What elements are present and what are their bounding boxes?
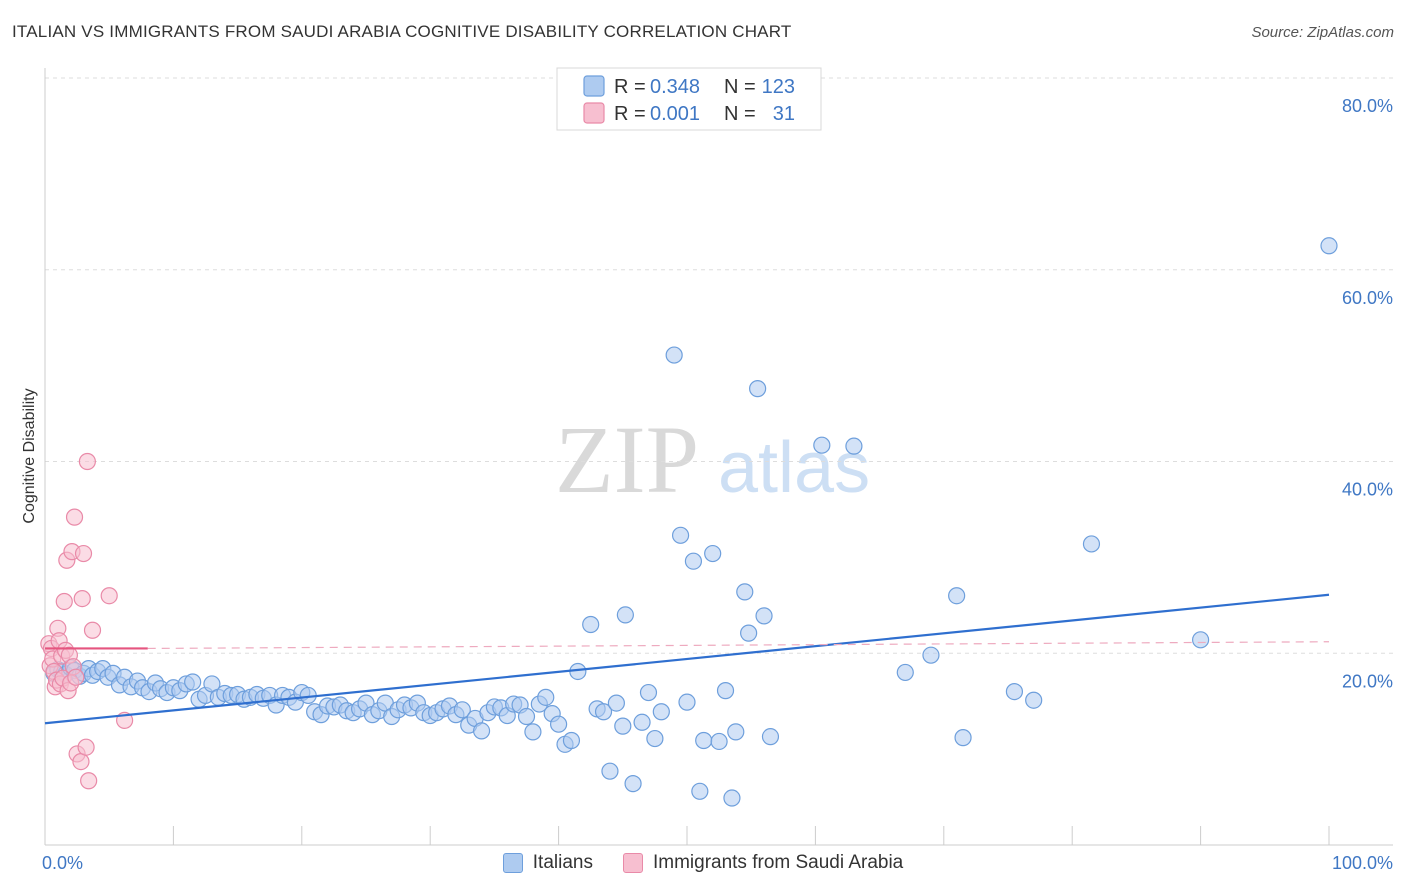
italians-point bbox=[614, 717, 632, 735]
legend-item-saudi[interactable]: Immigrants from Saudi Arabia bbox=[622, 852, 904, 874]
y-tick-label-20: 20.0% bbox=[1342, 671, 1393, 691]
x-tick-label-max: 100.0% bbox=[1332, 853, 1393, 873]
italians-point bbox=[716, 682, 735, 700]
italians-point bbox=[736, 583, 754, 601]
italians-point bbox=[652, 703, 670, 721]
italians-point bbox=[922, 646, 940, 664]
italians-point bbox=[517, 707, 536, 726]
watermark-zip: ZIP bbox=[555, 406, 699, 513]
y-tick-labels: 20.0% 40.0% 60.0% 80.0% bbox=[1342, 96, 1393, 691]
saudi-point bbox=[55, 592, 73, 611]
italians-points bbox=[45, 237, 1338, 807]
legend-label-italians: Italians bbox=[532, 852, 593, 873]
gridlines bbox=[45, 77, 1393, 654]
series-legend: Italians Immigrants from Saudi Arabia bbox=[0, 852, 1406, 874]
italians-point bbox=[646, 729, 664, 748]
saudi-points bbox=[40, 452, 134, 790]
y-tick-label-80: 80.0% bbox=[1342, 96, 1393, 116]
italians-point bbox=[601, 762, 619, 780]
italians-point bbox=[549, 715, 568, 733]
italians-point bbox=[184, 673, 202, 691]
legend-r-label-italians: R = bbox=[614, 76, 646, 98]
saudi-point bbox=[73, 590, 91, 608]
legend-n-value-saudi: 31 bbox=[773, 103, 795, 125]
saudi-point bbox=[72, 752, 90, 771]
italians-point bbox=[695, 731, 713, 750]
italians-point bbox=[594, 703, 613, 721]
italians-point bbox=[704, 544, 722, 563]
italians-point bbox=[710, 732, 728, 751]
italians-point bbox=[684, 552, 703, 570]
italians-point bbox=[453, 701, 471, 719]
italians-point bbox=[671, 526, 690, 544]
legend-r-label-saudi: R = bbox=[614, 103, 646, 125]
italians-point bbox=[755, 607, 773, 625]
italians-trend-line bbox=[44, 593, 1330, 725]
italians-point bbox=[740, 624, 758, 642]
saudi-trend-dashed bbox=[147, 641, 1330, 650]
saudi-point bbox=[83, 621, 102, 639]
legend-swatch-italians-bottom bbox=[502, 853, 523, 873]
legend-r-value-italians: 0.348 bbox=[650, 76, 700, 98]
italians-point bbox=[948, 587, 966, 605]
italians-point bbox=[723, 789, 741, 807]
italians-point bbox=[537, 688, 555, 706]
italians-point bbox=[896, 663, 914, 682]
x-ticks bbox=[172, 826, 1330, 845]
saudi-point bbox=[78, 452, 96, 471]
saudi-point bbox=[74, 544, 93, 563]
italians-point bbox=[624, 775, 642, 793]
saudi-point bbox=[100, 587, 118, 605]
stats-legend: R = 0.348 N = 123 R = 0.001 N = 31 bbox=[556, 67, 822, 131]
saudi-point bbox=[65, 508, 84, 526]
italians-point bbox=[1320, 237, 1338, 255]
italians-point bbox=[616, 606, 634, 624]
italians-point bbox=[749, 380, 767, 398]
saudi-point bbox=[80, 772, 98, 790]
legend-swatch-saudi-bottom bbox=[622, 853, 643, 873]
italians-point bbox=[1025, 691, 1043, 709]
y-tick-label-60: 60.0% bbox=[1342, 288, 1393, 308]
chart-title: ITALIAN VS IMMIGRANTS FROM SAUDI ARABIA … bbox=[12, 22, 792, 41]
legend-swatch-saudi bbox=[583, 102, 605, 124]
italians-point bbox=[562, 731, 581, 750]
legend-n-label-italians: N = bbox=[724, 76, 756, 98]
italians-point bbox=[813, 436, 831, 454]
saudi-point bbox=[77, 738, 95, 756]
source-label: Source: ZipAtlas.com bbox=[1251, 24, 1394, 41]
saudi-point bbox=[67, 668, 85, 686]
watermark-atlas: atlas bbox=[718, 428, 870, 508]
italians-point bbox=[761, 728, 780, 746]
trend-lines bbox=[44, 593, 1330, 725]
italians-point bbox=[954, 729, 972, 747]
italians-point bbox=[472, 722, 491, 740]
legend-swatch-italians bbox=[583, 75, 605, 97]
italians-point bbox=[639, 683, 658, 702]
legend-item-italians[interactable]: Italians bbox=[502, 852, 593, 874]
italians-point bbox=[1082, 535, 1101, 553]
italians-point bbox=[727, 723, 745, 741]
italians-point bbox=[607, 694, 625, 712]
italians-point bbox=[845, 437, 863, 455]
italians-point bbox=[1005, 682, 1024, 701]
y-axis-label: Cognitive Disability bbox=[21, 388, 38, 523]
legend-label-saudi: Immigrants from Saudi Arabia bbox=[652, 852, 904, 873]
italians-point bbox=[582, 615, 600, 634]
legend-n-value-italians: 123 bbox=[762, 76, 795, 98]
legend-r-value-saudi: 0.001 bbox=[650, 103, 700, 125]
italians-point bbox=[1191, 631, 1210, 649]
italians-point bbox=[633, 713, 651, 731]
italians-point bbox=[524, 723, 542, 741]
y-tick-label-40: 40.0% bbox=[1342, 480, 1393, 500]
italians-point bbox=[665, 346, 683, 364]
axes bbox=[44, 68, 1393, 846]
legend-n-label-saudi: N = bbox=[724, 103, 756, 125]
italians-point bbox=[691, 782, 709, 800]
italians-point bbox=[678, 693, 696, 711]
x-tick-label-min: 0.0% bbox=[42, 853, 83, 873]
